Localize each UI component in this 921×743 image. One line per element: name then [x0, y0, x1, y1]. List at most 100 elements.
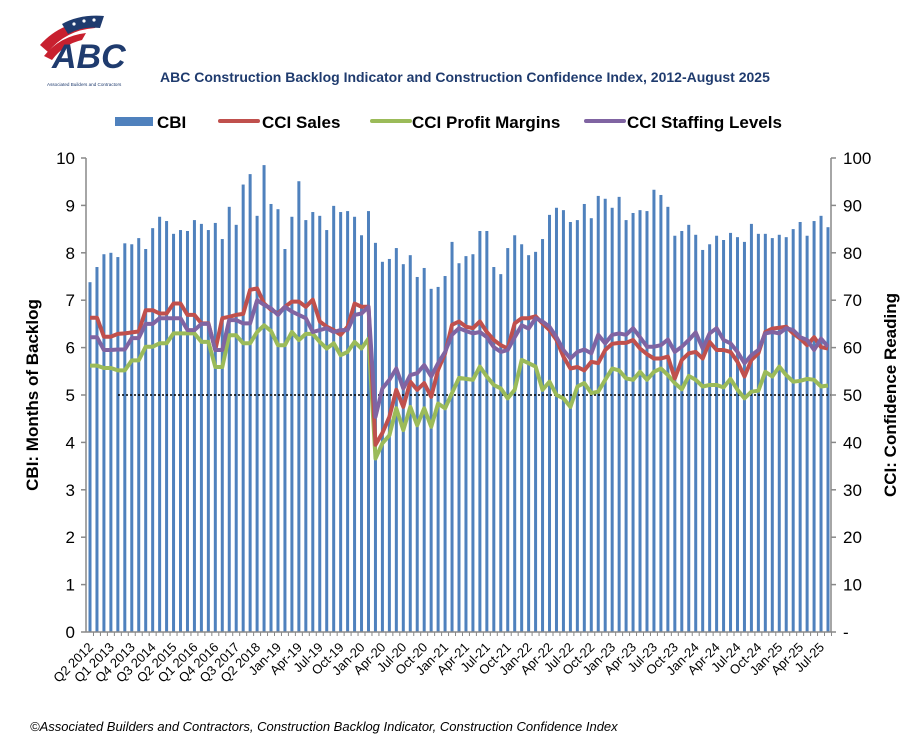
cbi-bar — [262, 165, 266, 633]
cbi-bar — [784, 237, 788, 632]
cbi-bar — [624, 220, 628, 632]
legend-label-cci-profit-margins: CCI Profit Margins — [412, 113, 560, 132]
cbi-bar — [756, 233, 760, 632]
cbi-bar — [158, 216, 162, 632]
y-left-tick-label: 5 — [66, 386, 75, 405]
cbi-bar — [415, 276, 419, 632]
cbi-bar — [137, 238, 141, 632]
cbi-bar — [353, 216, 357, 632]
legend-item-cci-profit-margins[interactable]: CCI Profit Margins — [370, 113, 560, 132]
cbi-bar — [749, 223, 753, 633]
cbi-bar — [812, 221, 816, 633]
cbi-bar — [297, 181, 301, 632]
logo-subtitle: Associated Builders and Contractors — [47, 82, 122, 87]
cbi-bar — [819, 215, 823, 632]
y-left-tick-label: 1 — [66, 576, 75, 595]
y-left-tick-label: 9 — [66, 196, 75, 215]
cbi-bar — [192, 220, 196, 632]
legend-item-cci-staffing-levels[interactable]: CCI Staffing Levels — [584, 113, 782, 132]
line-cci-profit-margins — [90, 323, 829, 461]
cbi-bar — [520, 244, 524, 632]
cbi-bar — [729, 232, 733, 632]
cbi-bar — [151, 228, 155, 633]
y-left-tick-label: 10 — [56, 149, 75, 168]
y-right-tick-label: 70 — [843, 291, 862, 310]
cbi-bar — [213, 222, 217, 633]
cbi-bar — [603, 198, 607, 632]
cbi-bar — [130, 244, 134, 632]
cbi-bar — [422, 267, 426, 632]
y-left-tick-label: 4 — [66, 433, 75, 452]
cbi-bar — [527, 255, 531, 633]
y-left-tick-label: 0 — [66, 623, 75, 642]
cbi-bar — [652, 189, 656, 632]
legend-item-cci-sales[interactable]: CCI Sales — [218, 113, 340, 132]
cbi-bar — [199, 223, 203, 633]
cbi-bar — [325, 230, 329, 632]
cbi-bar — [722, 240, 726, 632]
cbi-bar — [694, 234, 698, 632]
cbi-bar — [791, 229, 795, 632]
y-right-tick-label: - — [843, 623, 849, 642]
cbi-bar — [464, 256, 468, 632]
cbi-bar — [318, 215, 322, 632]
legend-label-cci-sales: CCI Sales — [262, 113, 340, 132]
cbi-bar — [339, 212, 343, 632]
legend-item-cbi[interactable]: CBI — [115, 113, 186, 132]
cbi-bar — [276, 209, 280, 632]
cbi-bar — [492, 267, 496, 632]
cbi-bar — [798, 221, 802, 633]
cbi-bar — [805, 235, 809, 632]
cbi-bar — [165, 221, 169, 633]
cbi-bar — [457, 263, 461, 632]
cbi-bar — [659, 194, 663, 633]
cbi-bar — [548, 214, 552, 632]
legend-label-cbi: CBI — [157, 113, 186, 132]
y-right-tick-label: 60 — [843, 339, 862, 358]
cbi-bar — [554, 207, 558, 632]
y-left-tick-label: 6 — [66, 339, 75, 358]
cbi-bar — [220, 239, 224, 632]
cbi-bar — [826, 227, 830, 633]
y-right-tick-label: 100 — [843, 149, 871, 168]
cbi-bar — [687, 224, 691, 633]
cbi-bar — [443, 276, 447, 632]
cbi-bar — [227, 206, 231, 632]
line-cci-staffing-levels — [90, 298, 830, 419]
cbi-bar — [304, 220, 308, 632]
cbi-bar — [366, 211, 370, 632]
cbi-bar — [185, 230, 189, 632]
cbi-bar — [666, 206, 670, 632]
cbi-bar — [283, 249, 287, 632]
cbi-bar — [179, 230, 183, 632]
cbi-bar — [144, 249, 148, 632]
cbi-bar — [394, 248, 398, 632]
footnote: ©Associated Builders and Contractors, Co… — [30, 719, 618, 734]
cbi-bar — [241, 184, 245, 632]
cbi-bar — [541, 239, 545, 632]
cbi-bar — [429, 288, 433, 632]
cbi-bar — [589, 218, 593, 632]
cbi-bar — [172, 233, 176, 632]
y-axis-right-title: CCI: Confidence Reading — [881, 293, 900, 497]
cbi-bar — [387, 258, 391, 632]
cbi-bar — [436, 286, 440, 632]
y-right-tick-label: 90 — [843, 196, 862, 215]
cbi-bar — [575, 220, 579, 632]
cbi-bar — [513, 235, 517, 632]
y-left-tick-label: 7 — [66, 291, 75, 310]
y-right-tick-label: 40 — [843, 433, 862, 452]
cbi-bar — [582, 203, 586, 632]
y-right-tick-label: 10 — [843, 576, 862, 595]
cbi-bar — [269, 203, 273, 632]
logo-text: ABC — [51, 38, 126, 76]
cbi-bar — [123, 243, 127, 632]
cbi-bar — [506, 248, 510, 632]
cbi-bar — [234, 224, 238, 633]
cbi-bar — [485, 230, 489, 632]
cbi-bar — [770, 238, 774, 632]
cbi-bar — [568, 221, 572, 633]
cbi-bar — [777, 234, 781, 632]
cbi-bar — [401, 264, 405, 632]
